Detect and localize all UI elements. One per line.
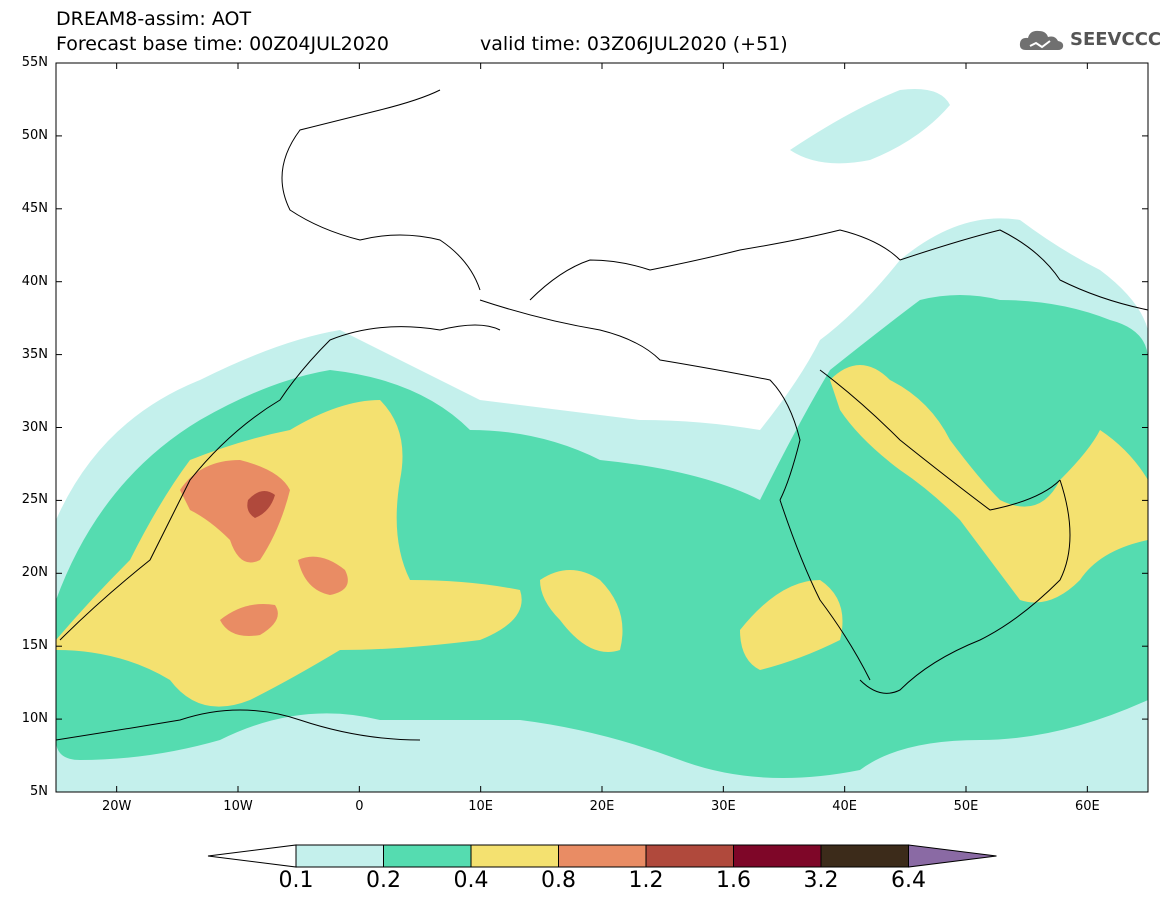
aot-fields bbox=[56, 89, 1148, 792]
aot-0.1-north-patch bbox=[790, 89, 950, 164]
y-tick-label: 55N bbox=[21, 55, 48, 70]
x-tick-label: 40E bbox=[832, 799, 858, 814]
y-tick-label: 40N bbox=[21, 273, 48, 289]
aot-0.4-arabia-region bbox=[830, 365, 1148, 603]
colorbar-label: 0.4 bbox=[453, 868, 489, 893]
y-tick-label: 30N bbox=[21, 419, 48, 435]
seevccc-logo: SEEVCCC bbox=[1018, 26, 1162, 54]
cloud-logo-icon bbox=[1019, 30, 1064, 50]
x-tick-label: 50E bbox=[953, 799, 979, 814]
y-tick-label: 15N bbox=[21, 638, 48, 654]
x-tick-label: 10E bbox=[468, 799, 494, 814]
y-tick-label: 25N bbox=[21, 492, 48, 508]
x-tick-label: 10W bbox=[223, 799, 253, 814]
colorbar-label: 1.2 bbox=[628, 868, 664, 893]
y-tick-label: 10N bbox=[21, 711, 48, 727]
y-tick-label: 50N bbox=[21, 127, 48, 143]
x-tick-label: 0 bbox=[355, 799, 364, 814]
colorbar-label: 0.2 bbox=[366, 868, 401, 893]
x-tick-label: 30E bbox=[710, 799, 736, 814]
map-ticks bbox=[56, 62, 1148, 793]
coastlines bbox=[56, 89, 1148, 741]
x-tick-label: 20W bbox=[101, 799, 132, 814]
y-tick-label: 45N bbox=[21, 200, 48, 216]
colorbar-label: 0.8 bbox=[541, 868, 576, 893]
aot-0.8-mali-patch bbox=[298, 556, 348, 595]
aot-0.4-sudan-patch bbox=[540, 570, 623, 652]
colorbar-label: 0.1 bbox=[278, 868, 314, 893]
y-tick-label: 35N bbox=[21, 346, 48, 362]
forecast-base-time: Forecast base time: 00Z04JUL2020 bbox=[56, 33, 389, 55]
x-tick-label: 20E bbox=[589, 799, 615, 814]
logo-text: SEEVCCC bbox=[1070, 29, 1162, 50]
x-tick-label: 60E bbox=[1074, 799, 1100, 814]
colorbar-label: 1.6 bbox=[716, 868, 751, 893]
aot-0.8-mauritania-patch bbox=[220, 604, 278, 636]
y-tick-label: 5N bbox=[30, 784, 48, 799]
aot-0.4-ethiopia-patch bbox=[740, 580, 843, 670]
aot-0.8-region bbox=[180, 460, 290, 563]
valid-time: valid time: 03Z06JUL2020 (+51) bbox=[480, 33, 788, 55]
colorbar-label: 6.4 bbox=[891, 868, 926, 893]
chart-title: DREAM8-assim: AOT bbox=[56, 8, 252, 30]
colorbar-label: 3.2 bbox=[803, 868, 839, 893]
aot-0.4-west-region bbox=[56, 400, 522, 707]
y-tick-label: 20N bbox=[21, 565, 48, 581]
aot-1.2-patch bbox=[247, 491, 275, 518]
